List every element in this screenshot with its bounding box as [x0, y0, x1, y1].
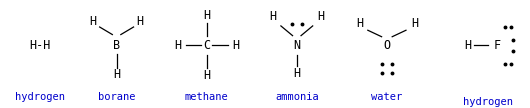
Text: ammonia: ammonia: [275, 92, 319, 102]
Text: H: H: [136, 15, 144, 28]
Text: H: H: [464, 39, 471, 52]
Text: hydrogen: hydrogen: [15, 92, 65, 102]
Text: water: water: [372, 92, 402, 102]
Text: H: H: [174, 39, 181, 52]
Text: H: H: [232, 39, 240, 52]
Text: B: B: [113, 39, 120, 52]
Text: borane: borane: [98, 92, 135, 102]
Text: methane: methane: [185, 92, 228, 102]
Text: H: H: [203, 9, 210, 22]
Text: H: H: [293, 67, 301, 80]
Text: N: N: [293, 39, 301, 52]
Text: H: H: [90, 15, 97, 28]
Text: O: O: [383, 39, 391, 52]
Text: hydrogen
fluoride: hydrogen fluoride: [463, 97, 513, 108]
Text: H: H: [113, 68, 120, 81]
Text: H: H: [203, 69, 210, 82]
Text: C: C: [203, 39, 210, 52]
Text: H: H: [411, 17, 418, 30]
Text: H: H: [269, 10, 277, 23]
Text: H: H: [356, 17, 363, 30]
Text: H-H: H-H: [29, 39, 50, 52]
Text: H: H: [317, 10, 324, 23]
Text: F: F: [493, 39, 501, 52]
